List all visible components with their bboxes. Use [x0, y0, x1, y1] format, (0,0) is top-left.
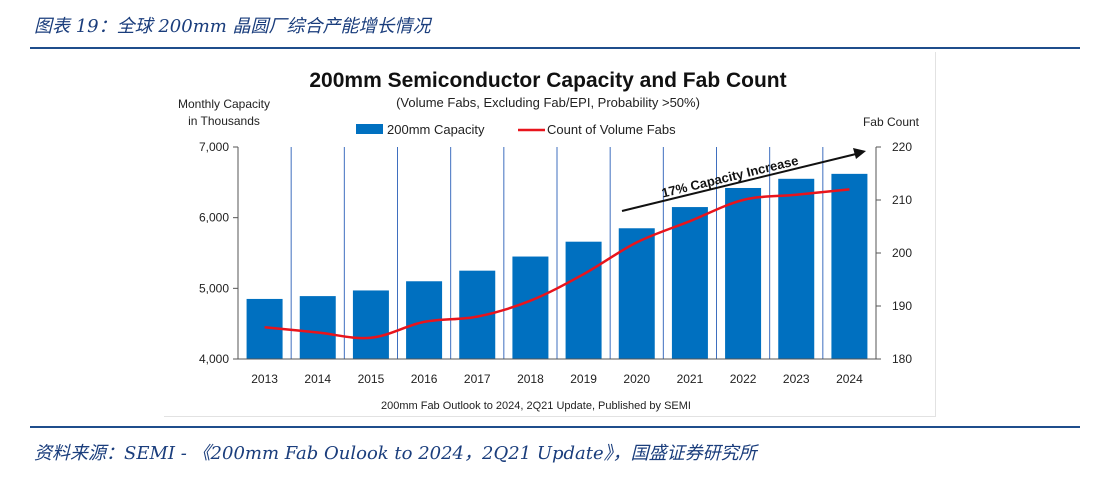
bar-2023 [778, 178, 815, 359]
vertical-gridlines [290, 147, 824, 359]
line-series [264, 188, 850, 340]
trend-arrow-head [853, 148, 866, 159]
y2-tick-label: 180 [892, 352, 912, 366]
y-tick-label: 7,000 [199, 140, 229, 154]
x-ticks: 2013 2014 2015 2016 2017 2018 2019 2020 2021 2022… [251, 372, 863, 386]
legend-bar-swatch [356, 124, 383, 134]
x-tick-label: 2018 [517, 372, 544, 386]
y2-tick-label: 210 [892, 193, 912, 207]
y-tick-label: 4,000 [199, 352, 229, 366]
right-y-ticks: 180 190 200 210 220 [876, 140, 912, 366]
y2-tick-label: 190 [892, 299, 912, 313]
bar-2015 [352, 290, 389, 359]
y-axis-label-line2: in Thousands [188, 114, 260, 128]
top-rule [30, 47, 1080, 49]
y-tick-label: 5,000 [199, 281, 229, 295]
x-tick-label: 2016 [411, 372, 438, 386]
left-y-ticks: 4,000 5,000 6,000 7,000 [199, 140, 238, 366]
x-tick-label: 2015 [358, 372, 385, 386]
y-axis-label-line1: Monthly Capacity [178, 97, 270, 111]
chart-subtitle: (Volume Fabs, Excluding Fab/EPI, Probabi… [396, 95, 700, 110]
x-tick-label: 2024 [836, 372, 863, 386]
bar-2019 [565, 241, 602, 359]
source-note: 资料来源：SEMI - 《200mm Fab Oulook to 2024，2Q… [34, 443, 757, 464]
chart-title: 200mm Semiconductor Capacity and Fab Cou… [309, 69, 786, 92]
x-tick-label: 2022 [730, 372, 757, 386]
bar-2024 [831, 173, 868, 359]
legend-line-label: Count of Volume Fabs [547, 122, 676, 137]
y-tick-label: 6,000 [199, 211, 229, 225]
y2-tick-label: 200 [892, 246, 912, 260]
trend-arrow [621, 153, 857, 212]
bar-2021 [671, 207, 708, 359]
legend-bar-label: 200mm Capacity [387, 122, 485, 137]
bar-series [246, 173, 868, 359]
bar-2022 [725, 187, 762, 359]
x-tick-label: 2014 [304, 372, 331, 386]
bar-2018 [512, 256, 549, 359]
x-tick-label: 2013 [251, 372, 278, 386]
chart-footnote: 200mm Fab Outlook to 2024, 2Q21 Update, … [381, 400, 691, 412]
y2-axis-label: Fab Count [863, 115, 920, 129]
fab-count-line [264, 188, 850, 340]
x-tick-label: 2019 [570, 372, 597, 386]
bar-2020 [618, 228, 655, 359]
y2-tick-label: 220 [892, 140, 912, 154]
bar-2014 [299, 296, 336, 359]
x-tick-label: 2021 [677, 372, 704, 386]
x-tick-label: 2023 [783, 372, 810, 386]
figure-caption: 图表 19：全球 200mm 晶圆厂综合产能增长情况 [34, 16, 431, 37]
chart-frame [164, 52, 936, 417]
x-tick-label: 2017 [464, 372, 491, 386]
bottom-rule [30, 426, 1080, 428]
x-tick-label: 2020 [623, 372, 650, 386]
